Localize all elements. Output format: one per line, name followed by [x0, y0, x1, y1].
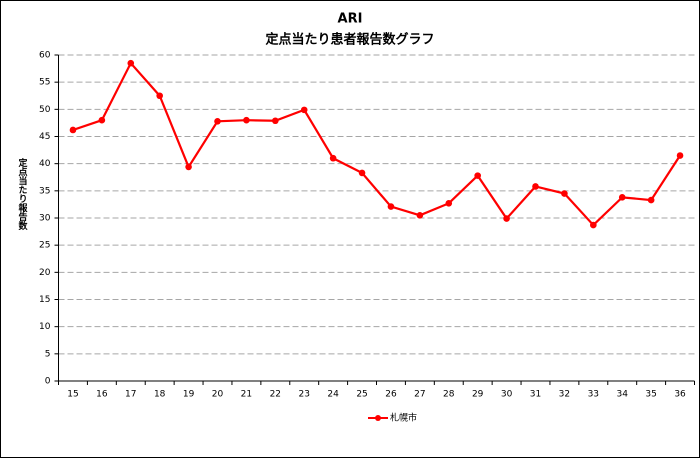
x-tick-label: 24	[327, 390, 339, 400]
y-tick-label: 35	[39, 186, 50, 196]
y-tick-label: 5	[45, 349, 51, 359]
data-point	[243, 116, 250, 124]
y-tick-label: 20	[39, 268, 51, 278]
data-point	[503, 215, 510, 222]
data-point	[416, 211, 424, 219]
data-point	[300, 106, 308, 114]
y-tick-label: 40	[39, 159, 51, 169]
chart-title: ARI	[338, 12, 363, 27]
data-point	[329, 154, 337, 162]
x-tick-label: 34	[617, 390, 629, 400]
x-tick-label: 18	[154, 390, 166, 400]
x-tick-label: 20	[212, 390, 224, 400]
x-tick-label: 21	[241, 390, 252, 400]
x-tick-label: 19	[183, 390, 195, 400]
data-point	[98, 116, 106, 124]
x-tick-label: 27	[414, 390, 425, 400]
x-tick-label: 15	[67, 390, 78, 400]
y-tick-label: 30	[39, 214, 51, 224]
y-tick-label: 45	[39, 132, 50, 142]
x-tick-label: 25	[356, 390, 367, 400]
data-point	[272, 117, 279, 125]
data-point	[561, 190, 568, 197]
data-point	[647, 196, 655, 204]
data-point	[214, 117, 221, 125]
y-tick-label: 10	[39, 322, 51, 332]
y-tick-label: 0	[45, 377, 51, 387]
y-tick-label: 15	[39, 295, 50, 305]
data-point	[590, 221, 597, 229]
x-tick-label: 36	[674, 390, 686, 400]
series-line	[72, 61, 681, 227]
y-tick-label: 55	[39, 78, 50, 88]
data-point	[69, 126, 77, 134]
data-point	[532, 183, 539, 190]
x-tick-label: 26	[385, 390, 397, 400]
x-tick-label: 30	[501, 390, 513, 400]
data-point	[676, 152, 684, 159]
x-tick-label: 29	[472, 390, 484, 400]
data-point	[185, 163, 192, 171]
chart-subtitle: 定点当たり患者報告数グラフ	[264, 32, 434, 48]
data-point	[358, 169, 366, 177]
data-point	[387, 203, 395, 210]
y-tick-label: 60	[39, 51, 51, 61]
legend-marker	[375, 415, 381, 421]
x-tick-label: 33	[588, 390, 599, 400]
x-tick-label: 23	[299, 390, 310, 400]
data-point	[474, 172, 481, 179]
data-point	[445, 200, 453, 207]
x-tick-label: 17	[125, 390, 136, 400]
legend-label: 札幌市	[390, 412, 417, 424]
x-tick-label: 22	[270, 390, 281, 400]
y-tick-label: 50	[39, 105, 51, 115]
data-point	[156, 92, 163, 100]
x-tick-label: 28	[443, 390, 455, 400]
data-point	[127, 59, 135, 67]
x-tick-label: 31	[530, 390, 541, 400]
y-axis-label: 定点当たり報告数	[17, 157, 29, 231]
y-tick-label: 25	[39, 241, 50, 251]
x-tick-label: 16	[96, 390, 108, 400]
x-tick-label: 32	[559, 390, 570, 400]
data-point	[618, 194, 626, 201]
x-tick-label: 35	[645, 390, 656, 400]
